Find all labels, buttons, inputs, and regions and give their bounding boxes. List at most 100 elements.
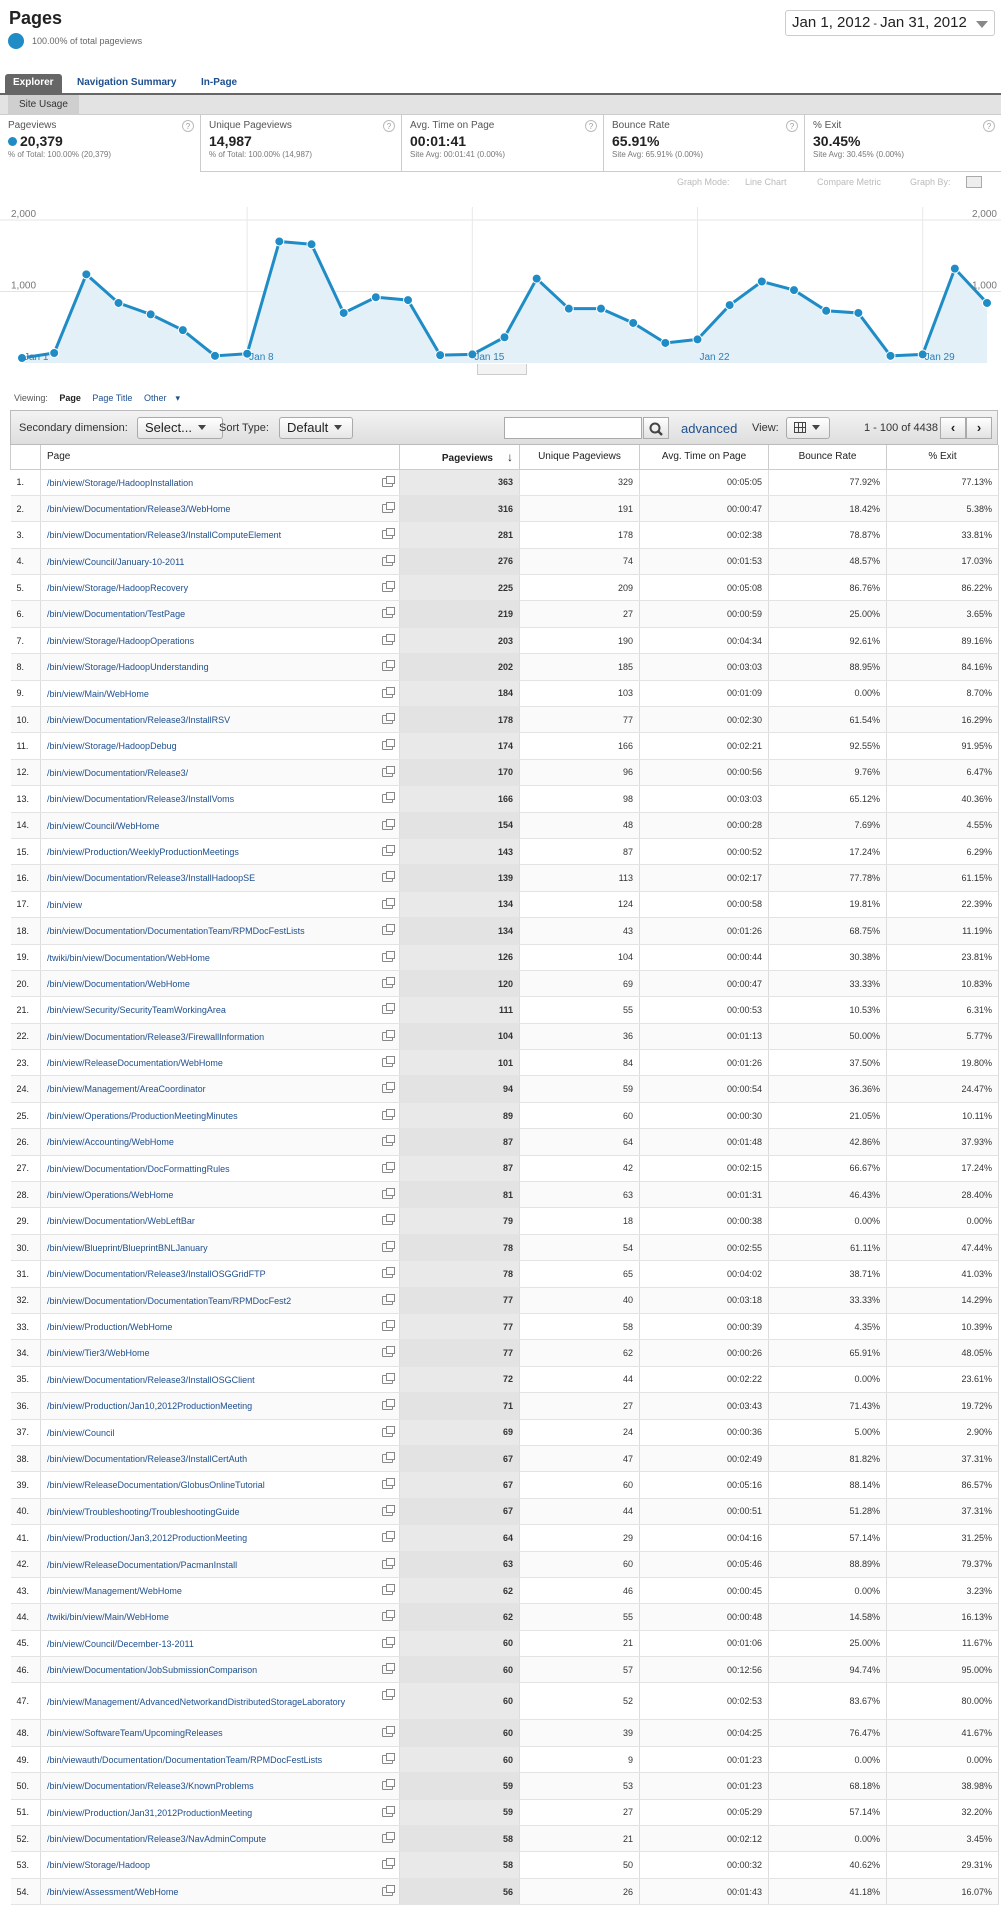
- page-link[interactable]: /bin/view/Documentation/Release3/Install…: [40, 1366, 400, 1394]
- page-link[interactable]: /bin/view/Documentation/JobSubmissionCom…: [40, 1656, 400, 1684]
- page-path[interactable]: /bin/view/Council/December-13-2011: [47, 1638, 194, 1649]
- page-path[interactable]: /bin/view: [47, 899, 83, 910]
- metric-avg-time-on-page[interactable]: Avg. Time on Page 00:01:41 Site Avg: 00:…: [402, 115, 604, 172]
- tab-site-usage[interactable]: Site Usage: [8, 95, 79, 115]
- external-link-icon[interactable]: [382, 1267, 395, 1279]
- help-icon[interactable]: ?: [383, 120, 395, 132]
- page-link[interactable]: /bin/view/Documentation/Release3/Install…: [40, 785, 400, 813]
- search-button[interactable]: [643, 417, 669, 439]
- page-path[interactable]: /bin/view/Production/Jan3,2012Production…: [47, 1533, 248, 1544]
- page-path[interactable]: /bin/view/Storage/HadoopUnderstanding: [47, 662, 209, 673]
- external-link-icon[interactable]: [382, 1372, 395, 1384]
- page-path[interactable]: /bin/view/Main/WebHome: [47, 688, 149, 699]
- external-link-icon[interactable]: [382, 1752, 395, 1764]
- page-link[interactable]: /bin/view/ReleaseDocumentation/WebHome: [40, 1049, 400, 1077]
- page-link[interactable]: /bin/view/Management/AreaCoordinator: [40, 1075, 400, 1103]
- help-icon[interactable]: ?: [585, 120, 597, 132]
- page-link[interactable]: /bin/view/Main/WebHome: [40, 680, 400, 708]
- external-link-icon[interactable]: [382, 1161, 395, 1173]
- page-link[interactable]: /bin/view/Documentation/TestPage: [40, 600, 400, 628]
- page-path[interactable]: /bin/view/Storage/Hadoop: [47, 1860, 151, 1871]
- external-link-icon[interactable]: [382, 581, 395, 593]
- page-path[interactable]: /bin/view/Documentation/Release3/Install…: [47, 530, 282, 541]
- page-link[interactable]: /bin/view/Blueprint/BlueprintBNLJanuary: [40, 1234, 400, 1262]
- page-link[interactable]: /bin/view/Operations/ProductionMeetingMi…: [40, 1102, 400, 1130]
- page-path[interactable]: /bin/view/Management/AdvancedNetworkandD…: [47, 1696, 346, 1707]
- external-link-icon[interactable]: [382, 765, 395, 777]
- page-path[interactable]: /bin/view/Documentation/Release3/Install…: [47, 1374, 255, 1385]
- page-link[interactable]: /bin/view/Documentation/Release3/Install…: [40, 521, 400, 549]
- external-link-icon[interactable]: [382, 1726, 395, 1738]
- page-link[interactable]: /bin/view/Documentation/Release3/: [40, 759, 400, 787]
- page-path[interactable]: /bin/view/Documentation/Release3/WebHome: [47, 503, 231, 514]
- page-link[interactable]: /bin/view/Documentation/Release3/KnownPr…: [40, 1772, 400, 1800]
- tab-navigation-summary[interactable]: Navigation Summary: [77, 77, 177, 88]
- external-link-icon[interactable]: [382, 1858, 395, 1870]
- external-link-icon[interactable]: [382, 792, 395, 804]
- external-link-icon[interactable]: [382, 1188, 395, 1200]
- page-link[interactable]: /bin/view/Tier3/WebHome: [40, 1339, 400, 1367]
- page-path[interactable]: /bin/view/Documentation/Release3/Install…: [47, 1269, 266, 1280]
- page-link[interactable]: /bin/view/ReleaseDocumentation/PacmanIns…: [40, 1551, 400, 1578]
- page-link[interactable]: /bin/view/Production/Jan3,2012Production…: [40, 1524, 400, 1552]
- page-link[interactable]: /bin/view/Documentation/Release3/WebHome: [40, 495, 400, 523]
- page-link[interactable]: /bin/view/Council/December-13-2011: [40, 1630, 400, 1658]
- page-link[interactable]: /bin/view/Production/Jan31,2012Productio…: [40, 1799, 400, 1827]
- page-path[interactable]: /bin/view/Documentation/Release3/Install…: [47, 794, 235, 805]
- page-path[interactable]: /bin/view/Security/SecurityTeamWorkingAr…: [47, 1005, 226, 1016]
- external-link-icon[interactable]: [382, 1557, 395, 1569]
- page-path[interactable]: /bin/view/Tier3/WebHome: [47, 1348, 150, 1359]
- page-path[interactable]: /bin/view/Accounting/WebHome: [47, 1137, 174, 1148]
- external-link-icon[interactable]: [382, 1399, 395, 1411]
- page-link[interactable]: /bin/view/Production/WeeklyProductionMee…: [40, 838, 400, 866]
- page-path[interactable]: /bin/view/Documentation/JobSubmissionCom…: [47, 1665, 258, 1676]
- external-link-icon[interactable]: [382, 1531, 395, 1543]
- external-link-icon[interactable]: [382, 1056, 395, 1068]
- external-link-icon[interactable]: [382, 686, 395, 698]
- page-link[interactable]: /bin/view/Documentation/Release3/NavAdmi…: [40, 1825, 400, 1853]
- page-link[interactable]: /bin/view/Production/WebHome: [40, 1313, 400, 1341]
- page-link[interactable]: /bin/view/Documentation/Release3/Firewal…: [40, 1023, 400, 1051]
- page-path[interactable]: /bin/view/Production/Jan31,2012Productio…: [47, 1807, 253, 1818]
- external-link-icon[interactable]: [382, 1240, 395, 1252]
- page-link[interactable]: /bin/view/Troubleshooting/Troubleshootin…: [40, 1498, 400, 1526]
- page-path[interactable]: /bin/viewauth/Documentation/Documentatio…: [47, 1754, 323, 1765]
- col-exit[interactable]: % Exit: [886, 445, 999, 470]
- external-link-icon[interactable]: [382, 739, 395, 751]
- page-link[interactable]: /bin/view/Management/WebHome: [40, 1577, 400, 1605]
- external-link-icon[interactable]: [382, 1108, 395, 1120]
- page-link[interactable]: /bin/view/Documentation/Release3/Install…: [40, 706, 400, 734]
- page-link[interactable]: /bin/view/Storage/HadoopOperations: [40, 627, 400, 655]
- tab-explorer[interactable]: Explorer: [5, 74, 62, 93]
- page-path[interactable]: /bin/view/Documentation/WebHome: [47, 978, 190, 989]
- external-link-icon[interactable]: [382, 1504, 395, 1516]
- col-unique-pageviews[interactable]: Unique Pageviews: [519, 445, 640, 470]
- help-icon[interactable]: ?: [182, 120, 194, 132]
- page-path[interactable]: /bin/view/Council: [47, 1427, 115, 1438]
- page-path[interactable]: /bin/view/Storage/HadoopDebug: [47, 741, 177, 752]
- page-path[interactable]: /bin/view/Production/WebHome: [47, 1322, 173, 1332]
- prev-page-button[interactable]: ‹: [940, 417, 966, 439]
- secondary-dimension-select[interactable]: Select...: [137, 417, 223, 439]
- page-path[interactable]: /twiki/bin/view/Main/WebHome: [47, 1612, 169, 1623]
- dimension-other[interactable]: Other: [143, 393, 167, 403]
- page-path[interactable]: /twiki/bin/view/Documentation/WebHome: [47, 952, 210, 963]
- page-path[interactable]: /bin/view/Documentation/Release3/NavAdmi…: [47, 1834, 267, 1845]
- page-link[interactable]: /bin/view/Operations/WebHome: [40, 1181, 400, 1209]
- page-link[interactable]: /bin/view/Storage/HadoopDebug: [40, 732, 400, 760]
- page-link[interactable]: /bin/view/Council/January-10-2011: [40, 548, 400, 576]
- page-link[interactable]: /bin/view/Council: [40, 1419, 400, 1446]
- page-link[interactable]: /bin/view/Accounting/WebHome: [40, 1128, 400, 1156]
- external-link-icon[interactable]: [382, 501, 395, 513]
- page-path[interactable]: /bin/view/Storage/HadoopRecovery: [47, 583, 189, 594]
- external-link-icon[interactable]: [382, 871, 395, 883]
- page-path[interactable]: /bin/view/Documentation/Release3/Firewal…: [47, 1031, 265, 1042]
- page-link[interactable]: /twiki/bin/view/Documentation/WebHome: [40, 944, 400, 971]
- external-link-icon[interactable]: [382, 633, 395, 645]
- page-path[interactable]: /bin/view/SoftwareTeam/UpcomingReleases: [47, 1728, 223, 1739]
- dimension-page-title[interactable]: Page Title: [92, 393, 133, 403]
- page-link[interactable]: /bin/view/Storage/HadoopRecovery: [40, 574, 400, 602]
- external-link-icon[interactable]: [382, 897, 395, 909]
- metric-pageviews[interactable]: Pageviews 20,379 % of Total: 100.00% (20…: [0, 115, 201, 172]
- advanced-filter-link[interactable]: advanced: [681, 421, 738, 436]
